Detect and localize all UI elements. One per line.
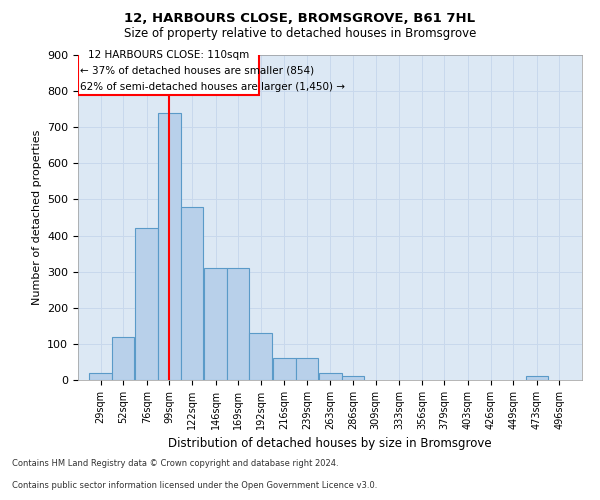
Bar <box>89 373 112 380</box>
Bar <box>319 373 342 380</box>
Text: 12 HARBOURS CLOSE: 110sqm: 12 HARBOURS CLOSE: 110sqm <box>88 50 249 60</box>
Bar <box>112 336 134 380</box>
Text: ← 37% of detached houses are smaller (854): ← 37% of detached houses are smaller (85… <box>80 66 314 76</box>
Bar <box>526 376 548 380</box>
Bar <box>296 358 318 380</box>
Y-axis label: Number of detached properties: Number of detached properties <box>32 130 41 305</box>
Text: 12, HARBOURS CLOSE, BROMSGROVE, B61 7HL: 12, HARBOURS CLOSE, BROMSGROVE, B61 7HL <box>124 12 476 26</box>
Text: Contains HM Land Registry data © Crown copyright and database right 2024.: Contains HM Land Registry data © Crown c… <box>12 458 338 468</box>
X-axis label: Distribution of detached houses by size in Bromsgrove: Distribution of detached houses by size … <box>168 438 492 450</box>
Bar <box>79 52 259 94</box>
Bar <box>158 113 181 380</box>
Bar <box>136 228 158 380</box>
Bar <box>227 268 250 380</box>
Bar <box>273 358 296 380</box>
Text: Size of property relative to detached houses in Bromsgrove: Size of property relative to detached ho… <box>124 28 476 40</box>
Bar <box>250 333 272 380</box>
Bar <box>181 206 203 380</box>
Bar <box>342 376 364 380</box>
Text: 62% of semi-detached houses are larger (1,450) →: 62% of semi-detached houses are larger (… <box>80 82 346 92</box>
Text: Contains public sector information licensed under the Open Government Licence v3: Contains public sector information licen… <box>12 481 377 490</box>
Bar <box>204 268 227 380</box>
